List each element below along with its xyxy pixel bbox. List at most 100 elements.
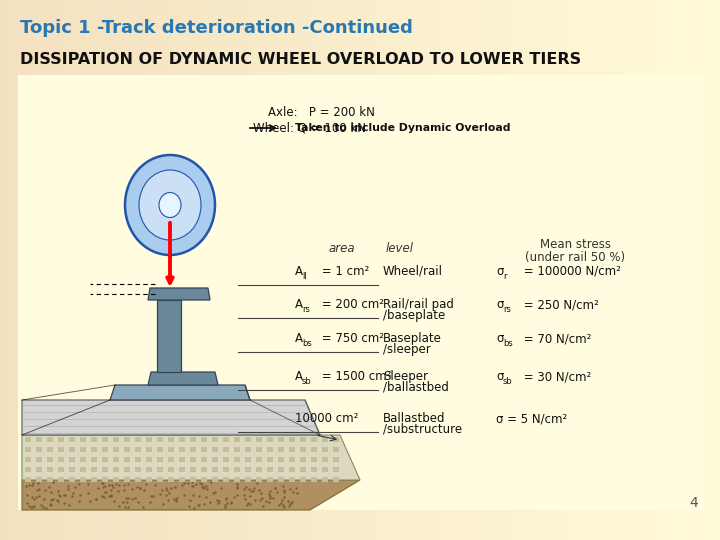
Text: 10000 cm²: 10000 cm² bbox=[295, 412, 359, 425]
Bar bbox=[313, 0, 314, 540]
Bar bbox=[45, 0, 46, 540]
Bar bbox=[168, 457, 174, 462]
Bar bbox=[266, 0, 267, 540]
Bar bbox=[57, 0, 58, 540]
Bar bbox=[321, 0, 322, 540]
Bar bbox=[660, 0, 661, 540]
Bar bbox=[565, 0, 566, 540]
Bar bbox=[348, 0, 349, 540]
Bar bbox=[546, 0, 547, 540]
Bar bbox=[425, 0, 426, 540]
Bar bbox=[578, 0, 579, 540]
Bar bbox=[690, 0, 691, 540]
Bar bbox=[58, 437, 64, 442]
Bar bbox=[714, 0, 715, 540]
Bar bbox=[535, 0, 536, 540]
Bar bbox=[685, 0, 686, 540]
Bar bbox=[702, 0, 703, 540]
Bar bbox=[103, 0, 104, 540]
Bar bbox=[117, 0, 118, 540]
Bar bbox=[91, 0, 92, 540]
Bar bbox=[339, 0, 340, 540]
Bar bbox=[168, 0, 169, 540]
Bar bbox=[669, 0, 670, 540]
Bar bbox=[396, 0, 397, 540]
Bar bbox=[377, 0, 378, 540]
Bar bbox=[696, 0, 697, 540]
Bar bbox=[481, 0, 482, 540]
Bar bbox=[232, 0, 233, 540]
Bar bbox=[600, 0, 601, 540]
Bar bbox=[501, 0, 502, 540]
Bar bbox=[241, 0, 242, 540]
Bar bbox=[17, 0, 18, 540]
Bar bbox=[276, 0, 277, 540]
Bar bbox=[591, 0, 592, 540]
Bar bbox=[351, 0, 352, 540]
Bar bbox=[114, 0, 115, 540]
Bar bbox=[579, 0, 580, 540]
Bar bbox=[76, 0, 77, 540]
Bar bbox=[384, 0, 385, 540]
Bar bbox=[146, 457, 152, 462]
Bar bbox=[24, 0, 25, 540]
Bar bbox=[590, 0, 591, 540]
Bar bbox=[453, 0, 454, 540]
Bar bbox=[252, 0, 253, 540]
Bar bbox=[369, 0, 370, 540]
Bar bbox=[258, 0, 259, 540]
Bar bbox=[42, 0, 43, 540]
Bar bbox=[383, 0, 384, 540]
Bar bbox=[70, 0, 71, 540]
Bar bbox=[639, 0, 640, 540]
Bar bbox=[260, 0, 261, 540]
Bar bbox=[291, 0, 292, 540]
Bar bbox=[310, 0, 311, 540]
Bar bbox=[105, 0, 106, 540]
Bar bbox=[25, 0, 26, 540]
Bar bbox=[340, 0, 341, 540]
Bar bbox=[689, 0, 690, 540]
Bar bbox=[77, 0, 78, 540]
Bar bbox=[47, 0, 48, 540]
Bar bbox=[223, 437, 229, 442]
Polygon shape bbox=[110, 385, 250, 400]
Bar bbox=[413, 0, 414, 540]
Bar bbox=[712, 0, 713, 540]
Bar bbox=[454, 0, 455, 540]
Bar bbox=[99, 0, 100, 540]
Bar bbox=[336, 0, 337, 540]
Bar bbox=[452, 0, 453, 540]
Bar bbox=[33, 0, 34, 540]
Bar bbox=[8, 0, 9, 540]
Bar bbox=[158, 0, 159, 540]
Bar bbox=[212, 447, 218, 452]
Bar bbox=[282, 0, 283, 540]
Text: Rail/rail pad: Rail/rail pad bbox=[383, 298, 454, 311]
Bar bbox=[311, 0, 312, 540]
Bar bbox=[300, 457, 306, 462]
Bar bbox=[306, 0, 307, 540]
Bar bbox=[478, 0, 479, 540]
Text: Topic 1 -Track deterioration -Continued: Topic 1 -Track deterioration -Continued bbox=[20, 19, 413, 37]
Bar bbox=[261, 0, 262, 540]
Bar bbox=[391, 0, 392, 540]
Bar bbox=[417, 0, 418, 540]
Bar bbox=[444, 0, 445, 540]
Bar bbox=[212, 477, 218, 482]
Bar bbox=[138, 0, 139, 540]
Bar bbox=[164, 0, 165, 540]
Bar bbox=[234, 477, 240, 482]
Bar bbox=[308, 0, 309, 540]
Bar bbox=[314, 0, 315, 540]
Text: /baseplate: /baseplate bbox=[383, 309, 445, 322]
Bar bbox=[267, 447, 273, 452]
Bar bbox=[262, 0, 263, 540]
Bar bbox=[480, 0, 481, 540]
Bar bbox=[635, 0, 636, 540]
Bar bbox=[649, 0, 650, 540]
Bar bbox=[464, 0, 465, 540]
Bar bbox=[537, 0, 538, 540]
Text: Mean stress: Mean stress bbox=[539, 239, 611, 252]
Bar bbox=[415, 0, 416, 540]
